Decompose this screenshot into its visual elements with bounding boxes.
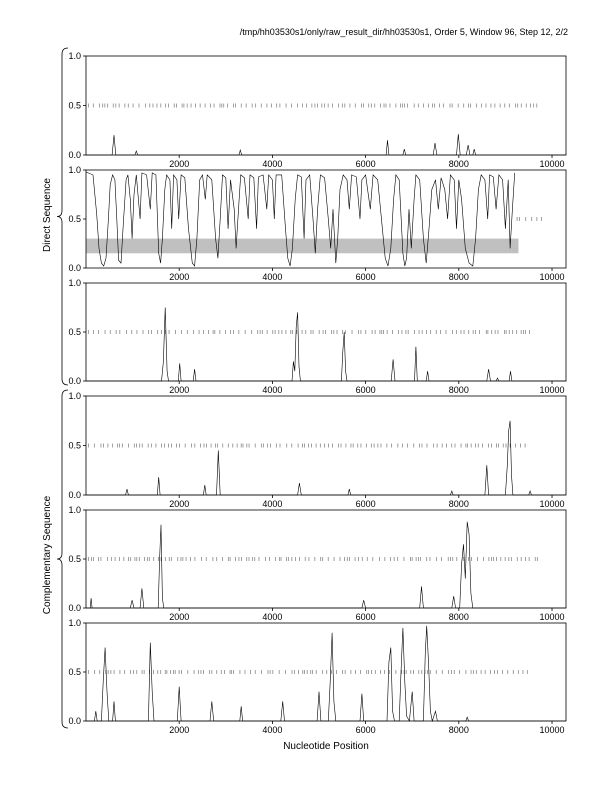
- panel-4: 0.0 0.5 1.0 2000 4000 6000 8000 10000: [68, 391, 567, 509]
- x-tick-label: 8000: [449, 272, 469, 282]
- x-tick-label: 8000: [449, 385, 469, 395]
- series-line-1: [86, 134, 566, 156]
- x-tick-label: 10000: [540, 159, 565, 169]
- x-tick-label: 6000: [356, 272, 376, 282]
- x-tick-label: 2000: [169, 725, 189, 735]
- group-label-complementary: Complementary Sequence: [42, 495, 53, 614]
- brace-complementary: [56, 389, 69, 729]
- x-tick-label: 8000: [449, 159, 469, 169]
- y-tick-label: 1.0: [68, 165, 81, 175]
- x-tick-label: 2000: [169, 272, 189, 282]
- x-tick-label: 4000: [262, 385, 282, 395]
- y-tick-label: 0.0: [68, 376, 81, 386]
- y-tick-label: 0.5: [68, 327, 81, 337]
- panel-frame: [85, 55, 567, 156]
- threshold-band: [86, 238, 519, 254]
- y-tick-label: 1.0: [68, 51, 81, 61]
- x-tick-label: 2000: [169, 385, 189, 395]
- y-tick-label: 0.0: [68, 716, 81, 726]
- x-tick-label: 2000: [169, 612, 189, 622]
- series-line-1: [86, 307, 566, 382]
- series-line-1: [86, 521, 566, 609]
- y-tick-label: 0.5: [68, 101, 81, 111]
- panel-frame: [85, 395, 567, 496]
- x-tick-label: 2000: [169, 159, 189, 169]
- panel-6: 0.0 0.5 1.0 2000 4000 6000 8000 10000: [68, 618, 567, 735]
- y-tick-label: 1.0: [68, 505, 81, 515]
- x-axis-label: Nucleotide Position: [283, 741, 369, 752]
- x-tick-label: 10000: [540, 385, 565, 395]
- x-tick-label: 6000: [356, 499, 376, 509]
- x-tick-label: 4000: [262, 725, 282, 735]
- x-tick-label: 6000: [356, 612, 376, 622]
- panel-1: 0.0 0.5 1.0 2000 4000 6000 8000 10000: [68, 51, 567, 169]
- x-tick-label: 10000: [540, 499, 565, 509]
- series-line-1: [85, 171, 515, 267]
- y-tick-label: 0.0: [68, 263, 81, 273]
- x-tick-label: 8000: [449, 499, 469, 509]
- y-tick-label: 0.5: [68, 667, 81, 677]
- y-tick-label: 1.0: [68, 618, 81, 628]
- x-tick-label: 8000: [449, 725, 469, 735]
- panel-3: 0.0 0.5 1.0 2000 4000 6000 8000 10000: [68, 278, 567, 395]
- x-tick-label: 4000: [262, 272, 282, 282]
- group-label-direct: Direct Sequence: [42, 178, 53, 252]
- x-tick-label: 6000: [356, 159, 376, 169]
- y-tick-label: 0.5: [68, 214, 81, 224]
- panel-2: 0.0 0.5 1.0 2000 4000 6000 8000 10000: [68, 165, 567, 282]
- y-tick-label: 1.0: [68, 278, 81, 288]
- y-tick-label: 1.0: [68, 391, 81, 401]
- x-tick-label: 2000: [169, 499, 189, 509]
- x-tick-label: 6000: [356, 385, 376, 395]
- series-line-1: [86, 420, 566, 496]
- brace-direct: [56, 47, 69, 386]
- y-tick-label: 0.0: [68, 490, 81, 500]
- panel-5: 0.0 0.5 1.0 2000 4000 6000 8000 10000: [68, 505, 567, 622]
- y-tick-label: 0.5: [68, 441, 81, 451]
- y-tick-label: 0.0: [68, 603, 81, 613]
- x-tick-label: 10000: [540, 612, 565, 622]
- x-tick-label: 4000: [262, 612, 282, 622]
- x-tick-label: 4000: [262, 159, 282, 169]
- y-tick-label: 0.0: [68, 150, 81, 160]
- x-tick-label: 4000: [262, 499, 282, 509]
- header-title: /tmp/hh03530s1/only/raw_result_dir/hh035…: [240, 27, 568, 37]
- x-tick-label: 8000: [449, 612, 469, 622]
- series-line-1: [86, 625, 566, 723]
- x-tick-label: 6000: [356, 725, 376, 735]
- x-tick-label: 10000: [540, 725, 565, 735]
- panels: 0.0 0.5 1.0 2000 4000 6000 8000 10000 0.0 0.5 1.0 2…: [56, 47, 567, 735]
- x-tick-label: 10000: [540, 272, 565, 282]
- y-tick-label: 0.5: [68, 554, 81, 564]
